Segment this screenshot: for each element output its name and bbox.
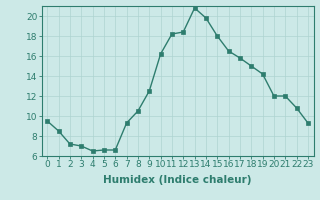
X-axis label: Humidex (Indice chaleur): Humidex (Indice chaleur) (103, 175, 252, 185)
